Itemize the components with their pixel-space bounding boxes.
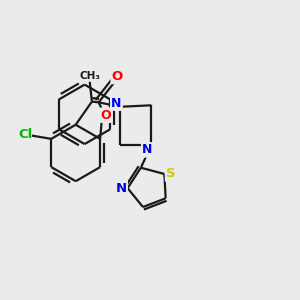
Text: Cl: Cl [18, 128, 32, 141]
Text: CH₃: CH₃ [79, 71, 100, 81]
Text: N: N [111, 97, 122, 110]
Text: N: N [116, 182, 127, 195]
Text: O: O [101, 109, 112, 122]
Text: S: S [166, 167, 176, 181]
Text: N: N [142, 143, 153, 156]
Text: O: O [112, 70, 123, 83]
